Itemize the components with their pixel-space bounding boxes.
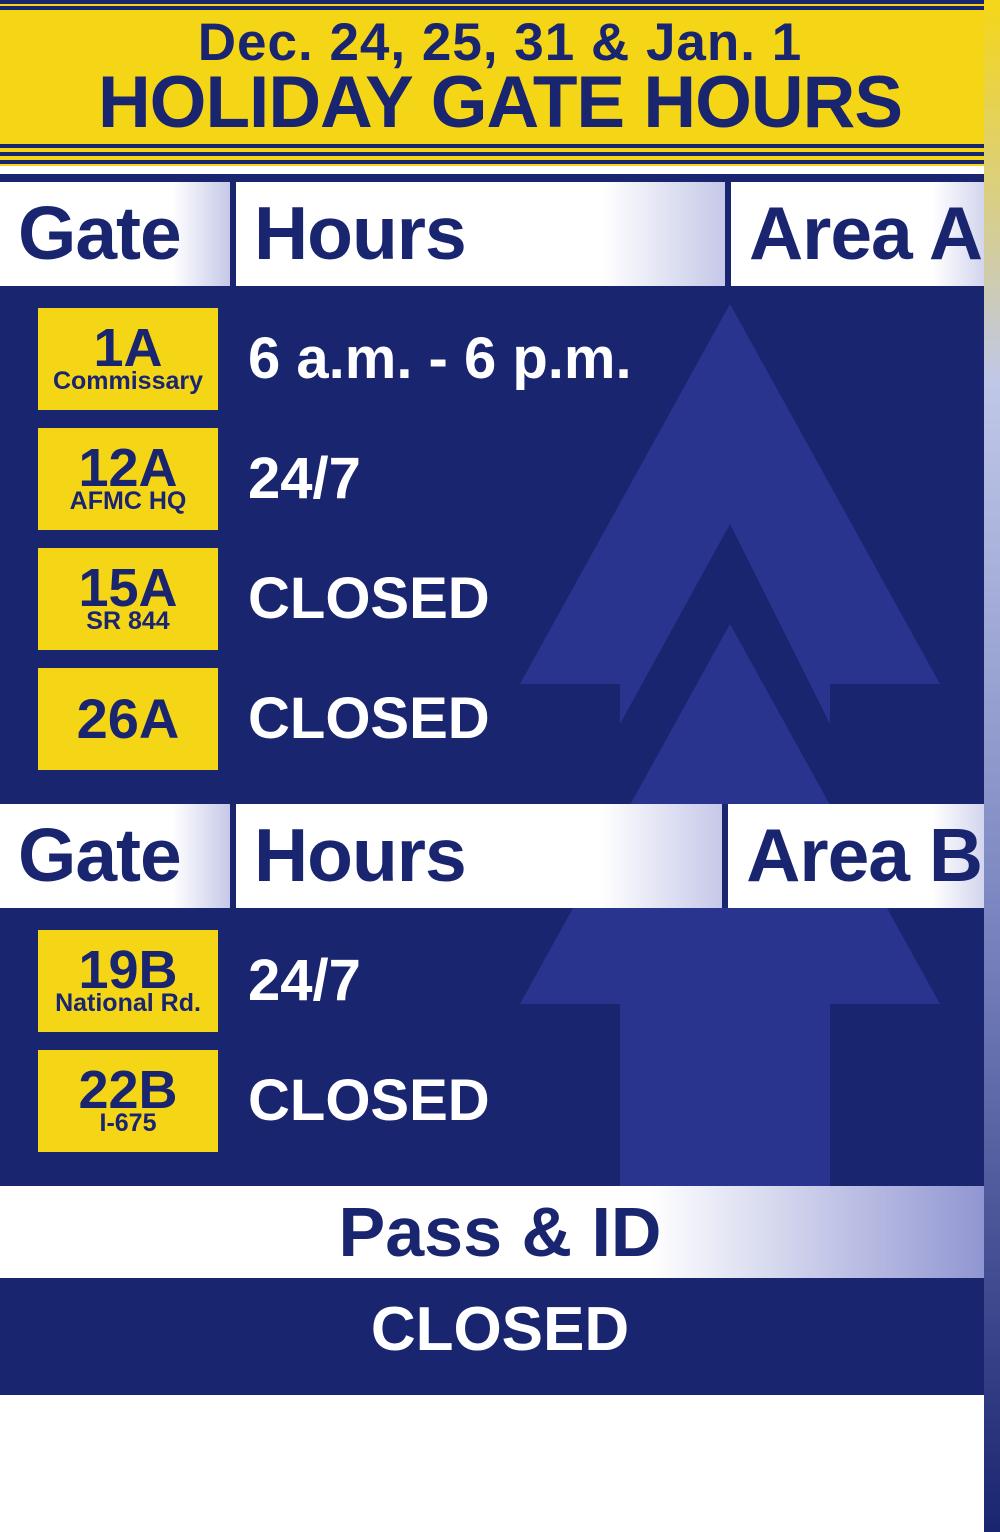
gate-hours: CLOSED bbox=[248, 685, 490, 752]
gate-sub: AFMC HQ bbox=[70, 490, 187, 514]
gate-hours: 24/7 bbox=[248, 947, 361, 1014]
section-header-area-a: GateHoursArea A bbox=[0, 182, 1000, 286]
banner: Dec. 24, 25, 31 & Jan. 1 HOLIDAY GATE HO… bbox=[0, 10, 1000, 144]
gate-row: 12AAFMC HQ 24/7 bbox=[38, 424, 1000, 534]
holiday-gate-hours-poster: Dec. 24, 25, 31 & Jan. 1 HOLIDAY GATE HO… bbox=[0, 0, 1000, 1532]
section-header-cell: Area A bbox=[731, 182, 1000, 286]
top-stripes bbox=[0, 0, 1000, 10]
main-panel: GateHoursArea A1ACommissary6 a.m. - 6 p.… bbox=[0, 174, 1000, 1395]
gate-sub: I-675 bbox=[100, 1112, 157, 1136]
gate-sub: SR 844 bbox=[86, 610, 169, 634]
section-header-cell: Hours bbox=[236, 804, 722, 908]
gate-row: 22BI-675 CLOSED bbox=[38, 1046, 1000, 1156]
rows-area-b: 19BNational Rd. 24/7 22BI-675 CLOSED bbox=[0, 926, 1000, 1186]
gate-box: 12AAFMC HQ bbox=[38, 428, 218, 530]
section-header-area-b: GateHoursArea B bbox=[0, 804, 1000, 908]
gate-sub: National Rd. bbox=[55, 992, 201, 1016]
gate-box: 19BNational Rd. bbox=[38, 930, 218, 1032]
banner-stripes bbox=[0, 144, 1000, 174]
gate-hours: CLOSED bbox=[248, 1067, 490, 1134]
gate-box: 15ASR 844 bbox=[38, 548, 218, 650]
gate-hours: 6 a.m. - 6 p.m. bbox=[248, 325, 632, 392]
banner-dates: Dec. 24, 25, 31 & Jan. 1 bbox=[0, 18, 1000, 68]
pass-id-label: Pass & ID bbox=[339, 1193, 662, 1271]
gate-row: 26A CLOSED bbox=[38, 664, 1000, 774]
gate-box: 26A bbox=[38, 668, 218, 770]
gate-sub: Commissary bbox=[53, 370, 203, 394]
gate-box: 1ACommissary bbox=[38, 308, 218, 410]
banner-title: HOLIDAY GATE HOURS bbox=[0, 68, 1000, 137]
pass-id-header: Pass & ID bbox=[0, 1186, 1000, 1278]
gate-hours: 24/7 bbox=[248, 445, 361, 512]
rows-area-a: 1ACommissary 6 a.m. - 6 p.m. 12AAFMC HQ 24/… bbox=[0, 304, 1000, 804]
gate-code: 26A bbox=[77, 692, 180, 745]
section-header-cell: Hours bbox=[236, 182, 725, 286]
gate-row: 15ASR 844 CLOSED bbox=[38, 544, 1000, 654]
right-edge-gradient bbox=[984, 0, 1000, 1532]
gate-box: 22BI-675 bbox=[38, 1050, 218, 1152]
section-header-cell: Gate bbox=[0, 804, 230, 908]
section-header-cell: Area B bbox=[728, 804, 1000, 908]
gate-hours: CLOSED bbox=[248, 565, 490, 632]
gate-row: 19BNational Rd. 24/7 bbox=[38, 926, 1000, 1036]
section-header-cell: Gate bbox=[0, 182, 230, 286]
pass-id-status: CLOSED bbox=[0, 1278, 1000, 1395]
gate-row: 1ACommissary 6 a.m. - 6 p.m. bbox=[38, 304, 1000, 414]
